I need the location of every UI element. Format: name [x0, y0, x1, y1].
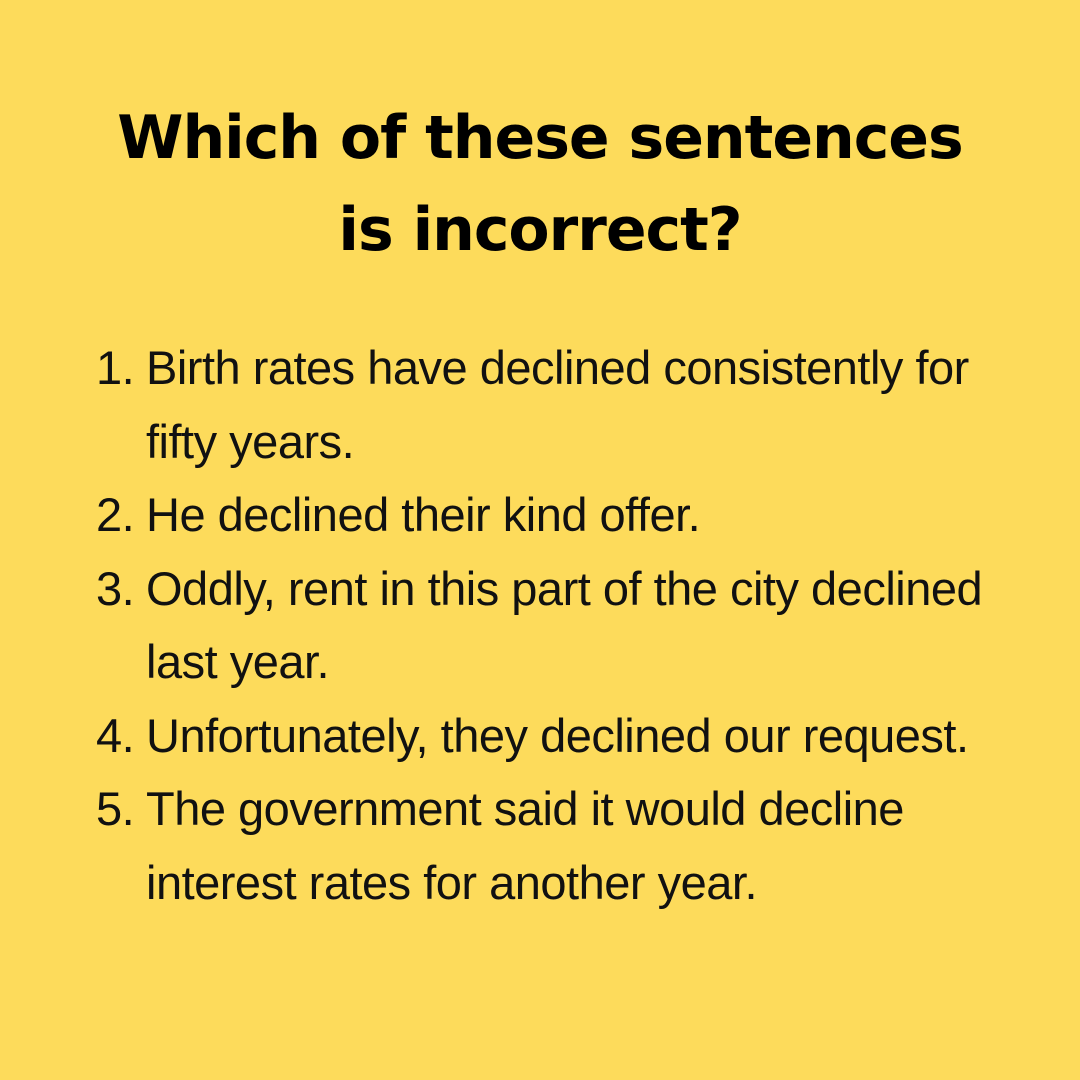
- sentence-number: 1.: [96, 341, 135, 394]
- sentence-text: Unfortunately, they declined our request…: [146, 708, 969, 762]
- question-title: Which of these sentences is incorrect?: [0, 92, 1080, 276]
- question-title-line-1: Which of these sentences: [117, 103, 963, 173]
- sentence-item-2: 2. He declined their kind offer.: [96, 478, 1036, 552]
- sentence-item-5: 5. The government said it would decline …: [96, 772, 1036, 919]
- sentence-text: The government said it would decline int…: [146, 782, 904, 909]
- sentence-number: 4.: [96, 708, 135, 762]
- sentence-list: 1. Birth rates have declined consistentl…: [96, 331, 1036, 919]
- sentence-text: Oddly, rent in this part of the city dec…: [146, 561, 983, 689]
- sentence-item-1: 1. Birth rates have declined consistentl…: [96, 331, 1036, 478]
- sentence-text: He declined their kind offer.: [146, 488, 701, 541]
- sentence-number: 5.: [96, 782, 135, 835]
- sentence-number: 3.: [96, 561, 135, 615]
- sentence-item-3: 3. Oddly, rent in this part of the city …: [96, 552, 1036, 699]
- sentence-number: 2.: [96, 488, 135, 541]
- question-title-line-2: is incorrect?: [338, 195, 742, 265]
- sentence-item-4: 4. Unfortunately, they declined our requ…: [96, 699, 1036, 773]
- sentence-text: Birth rates have declined consistently f…: [146, 341, 969, 468]
